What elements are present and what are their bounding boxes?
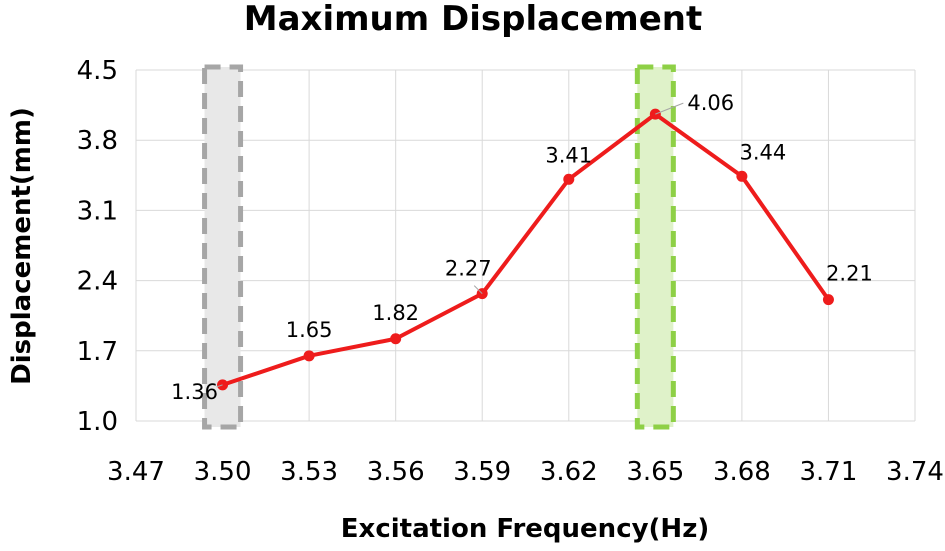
highlight-band-peak — [634, 64, 676, 430]
data-label-leader — [655, 102, 684, 115]
data-label: 3.44 — [740, 140, 787, 164]
x-axis-title: Excitation Frequency(Hz) — [341, 514, 709, 544]
series-line — [221, 112, 831, 387]
data-label-leader — [473, 285, 483, 294]
data-point — [736, 170, 748, 182]
y-axis-title: Displacement(mm) — [7, 107, 37, 385]
x-tick-label: 3.62 — [540, 457, 598, 487]
y-axis-ticks: 1.0 1.7 2.4 3.1 3.8 4.5 — [77, 56, 118, 437]
x-tick-label: 3.59 — [453, 457, 511, 487]
data-label: 2.27 — [445, 257, 492, 281]
x-tick-label: 3.50 — [194, 457, 252, 487]
data-point — [390, 333, 402, 345]
y-tick-label: 3.1 — [77, 196, 118, 226]
grid — [135, 69, 916, 422]
data-label: 4.06 — [687, 91, 734, 115]
chart-title: Maximum Displacement — [244, 0, 702, 39]
data-labels: 1.36 1.65 1.82 2.27 3.41 4.06 3.44 2.21 — [171, 91, 873, 404]
y-tick-label: 1.0 — [77, 407, 118, 437]
highlight-bands — [202, 64, 676, 430]
x-axis-ticks: 3.47 3.50 3.53 3.56 3.59 3.62 3.65 3.68 3.71 3.74 — [107, 457, 944, 487]
x-tick-label: 3.53 — [280, 457, 338, 487]
y-tick-label: 4.5 — [77, 56, 118, 86]
y-tick-label: 1.7 — [77, 337, 118, 367]
data-label: 1.82 — [372, 301, 419, 325]
data-point — [563, 173, 575, 185]
x-tick-label: 3.74 — [886, 457, 944, 487]
highlight-band-start — [202, 64, 244, 430]
x-tick-label: 3.65 — [626, 457, 684, 487]
x-tick-label: 3.47 — [107, 457, 165, 487]
data-point — [303, 350, 315, 362]
data-label-leader — [216, 384, 223, 388]
data-point — [822, 294, 834, 306]
y-tick-label: 3.8 — [77, 126, 118, 156]
series-displacement — [217, 108, 834, 391]
x-tick-label: 3.68 — [713, 457, 771, 487]
y-tick-label: 2.4 — [77, 267, 118, 297]
x-tick-label: 3.71 — [799, 457, 857, 487]
x-tick-label: 3.56 — [367, 457, 425, 487]
data-label: 3.41 — [545, 143, 592, 167]
data-label: 1.65 — [286, 318, 333, 342]
data-label: 2.21 — [826, 262, 873, 286]
data-label: 1.36 — [171, 380, 218, 404]
